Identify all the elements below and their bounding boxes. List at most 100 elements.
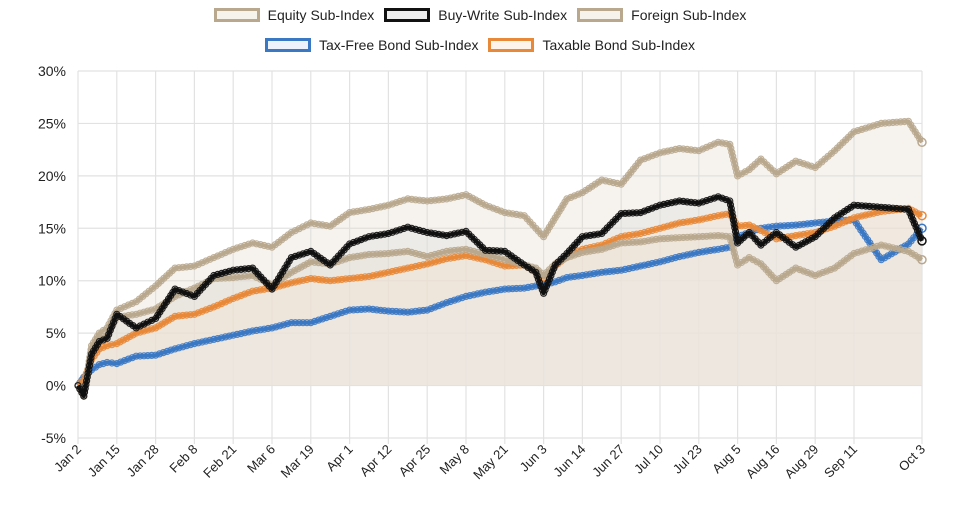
data-point	[74, 382, 82, 390]
data-point	[311, 317, 319, 325]
data-point	[699, 215, 707, 223]
data-point	[330, 311, 338, 319]
data-point	[179, 288, 187, 296]
data-point	[252, 326, 261, 334]
data-point	[388, 249, 396, 257]
data-point	[218, 250, 226, 258]
data-point	[881, 242, 889, 250]
data-point	[699, 145, 707, 153]
data-point	[454, 192, 462, 200]
data-point	[183, 263, 191, 271]
data-point	[602, 268, 610, 276]
data-point	[590, 270, 598, 278]
data-point	[346, 240, 354, 248]
data-point	[827, 266, 835, 274]
data-point	[671, 145, 680, 153]
data-point	[629, 238, 637, 246]
data-point	[675, 253, 684, 261]
data-point	[827, 223, 835, 231]
data-point	[629, 264, 637, 272]
data-point	[907, 212, 916, 220]
data-point	[128, 299, 136, 307]
data-point	[536, 279, 544, 287]
data-point	[640, 155, 649, 163]
data-point	[764, 223, 773, 231]
data-point	[384, 249, 392, 258]
data-point	[380, 269, 389, 277]
data-point	[392, 199, 400, 207]
data-point	[915, 230, 923, 238]
data-point	[105, 330, 113, 338]
data-point	[377, 250, 385, 258]
data-point	[621, 209, 629, 217]
data-point	[854, 127, 862, 135]
data-point	[792, 221, 800, 229]
data-point	[706, 142, 715, 150]
data-point	[640, 207, 649, 215]
data-point	[574, 250, 583, 258]
data-point	[636, 238, 645, 246]
data-point	[450, 296, 458, 304]
data-point	[446, 247, 455, 255]
data-point	[547, 272, 555, 280]
data-point	[419, 261, 427, 269]
data-point	[218, 269, 226, 277]
data-point	[361, 234, 369, 242]
legend-item-buy-write[interactable]: Buy-Write Sub-Index	[384, 7, 567, 23]
data-point	[377, 306, 385, 314]
data-point	[427, 259, 435, 267]
data-point	[202, 337, 210, 345]
data-point	[365, 233, 373, 241]
data-point	[214, 335, 222, 343]
data-point	[489, 287, 497, 295]
data-point	[183, 311, 191, 319]
data-point	[598, 268, 606, 276]
data-point	[613, 179, 621, 187]
data-point	[373, 231, 381, 239]
data-point	[435, 230, 443, 238]
data-point	[811, 219, 819, 227]
data-point	[796, 158, 804, 166]
legend-item-equity[interactable]: Equity Sub-Index	[213, 7, 374, 23]
data-point	[361, 251, 369, 259]
x-tick-label: Feb 21	[200, 442, 239, 481]
series-fill-3	[78, 219, 922, 386]
data-point	[497, 255, 505, 263]
data-point	[237, 292, 245, 300]
data-point	[854, 213, 862, 221]
data-point	[270, 282, 278, 290]
data-point	[295, 277, 303, 285]
legend-item-tax-free-bond[interactable]: Tax-Free Bond Sub-Index	[264, 37, 478, 53]
data-point	[745, 254, 753, 262]
data-point	[179, 263, 187, 271]
data-point	[741, 168, 750, 176]
data-point	[408, 263, 416, 271]
data-point	[140, 327, 148, 335]
data-point	[373, 306, 381, 314]
data-point	[388, 228, 396, 236]
data-point	[377, 231, 385, 239]
data-point	[656, 235, 664, 243]
legend-item-foreign[interactable]: Foreign Sub-Index	[577, 7, 746, 23]
data-point	[400, 308, 408, 316]
data-point	[660, 223, 668, 231]
data-point	[718, 232, 726, 240]
legend-row-2: Tax-Free Bond Sub-Index Taxable Bond Sub…	[0, 37, 960, 53]
data-point	[144, 352, 152, 360]
data-point	[400, 196, 408, 204]
legend-item-taxable-bond[interactable]: Taxable Bond Sub-Index	[488, 37, 695, 53]
data-point	[621, 265, 629, 273]
data-point	[896, 205, 905, 213]
data-point	[299, 250, 307, 258]
y-tick-label: 10%	[38, 273, 66, 289]
data-point	[419, 251, 427, 260]
data-point	[99, 360, 107, 368]
data-point	[349, 306, 358, 314]
data-point	[307, 219, 315, 227]
data-point	[644, 237, 653, 245]
data-point	[260, 285, 268, 293]
data-point	[675, 145, 684, 153]
data-point	[629, 209, 637, 217]
data-point	[873, 120, 881, 129]
